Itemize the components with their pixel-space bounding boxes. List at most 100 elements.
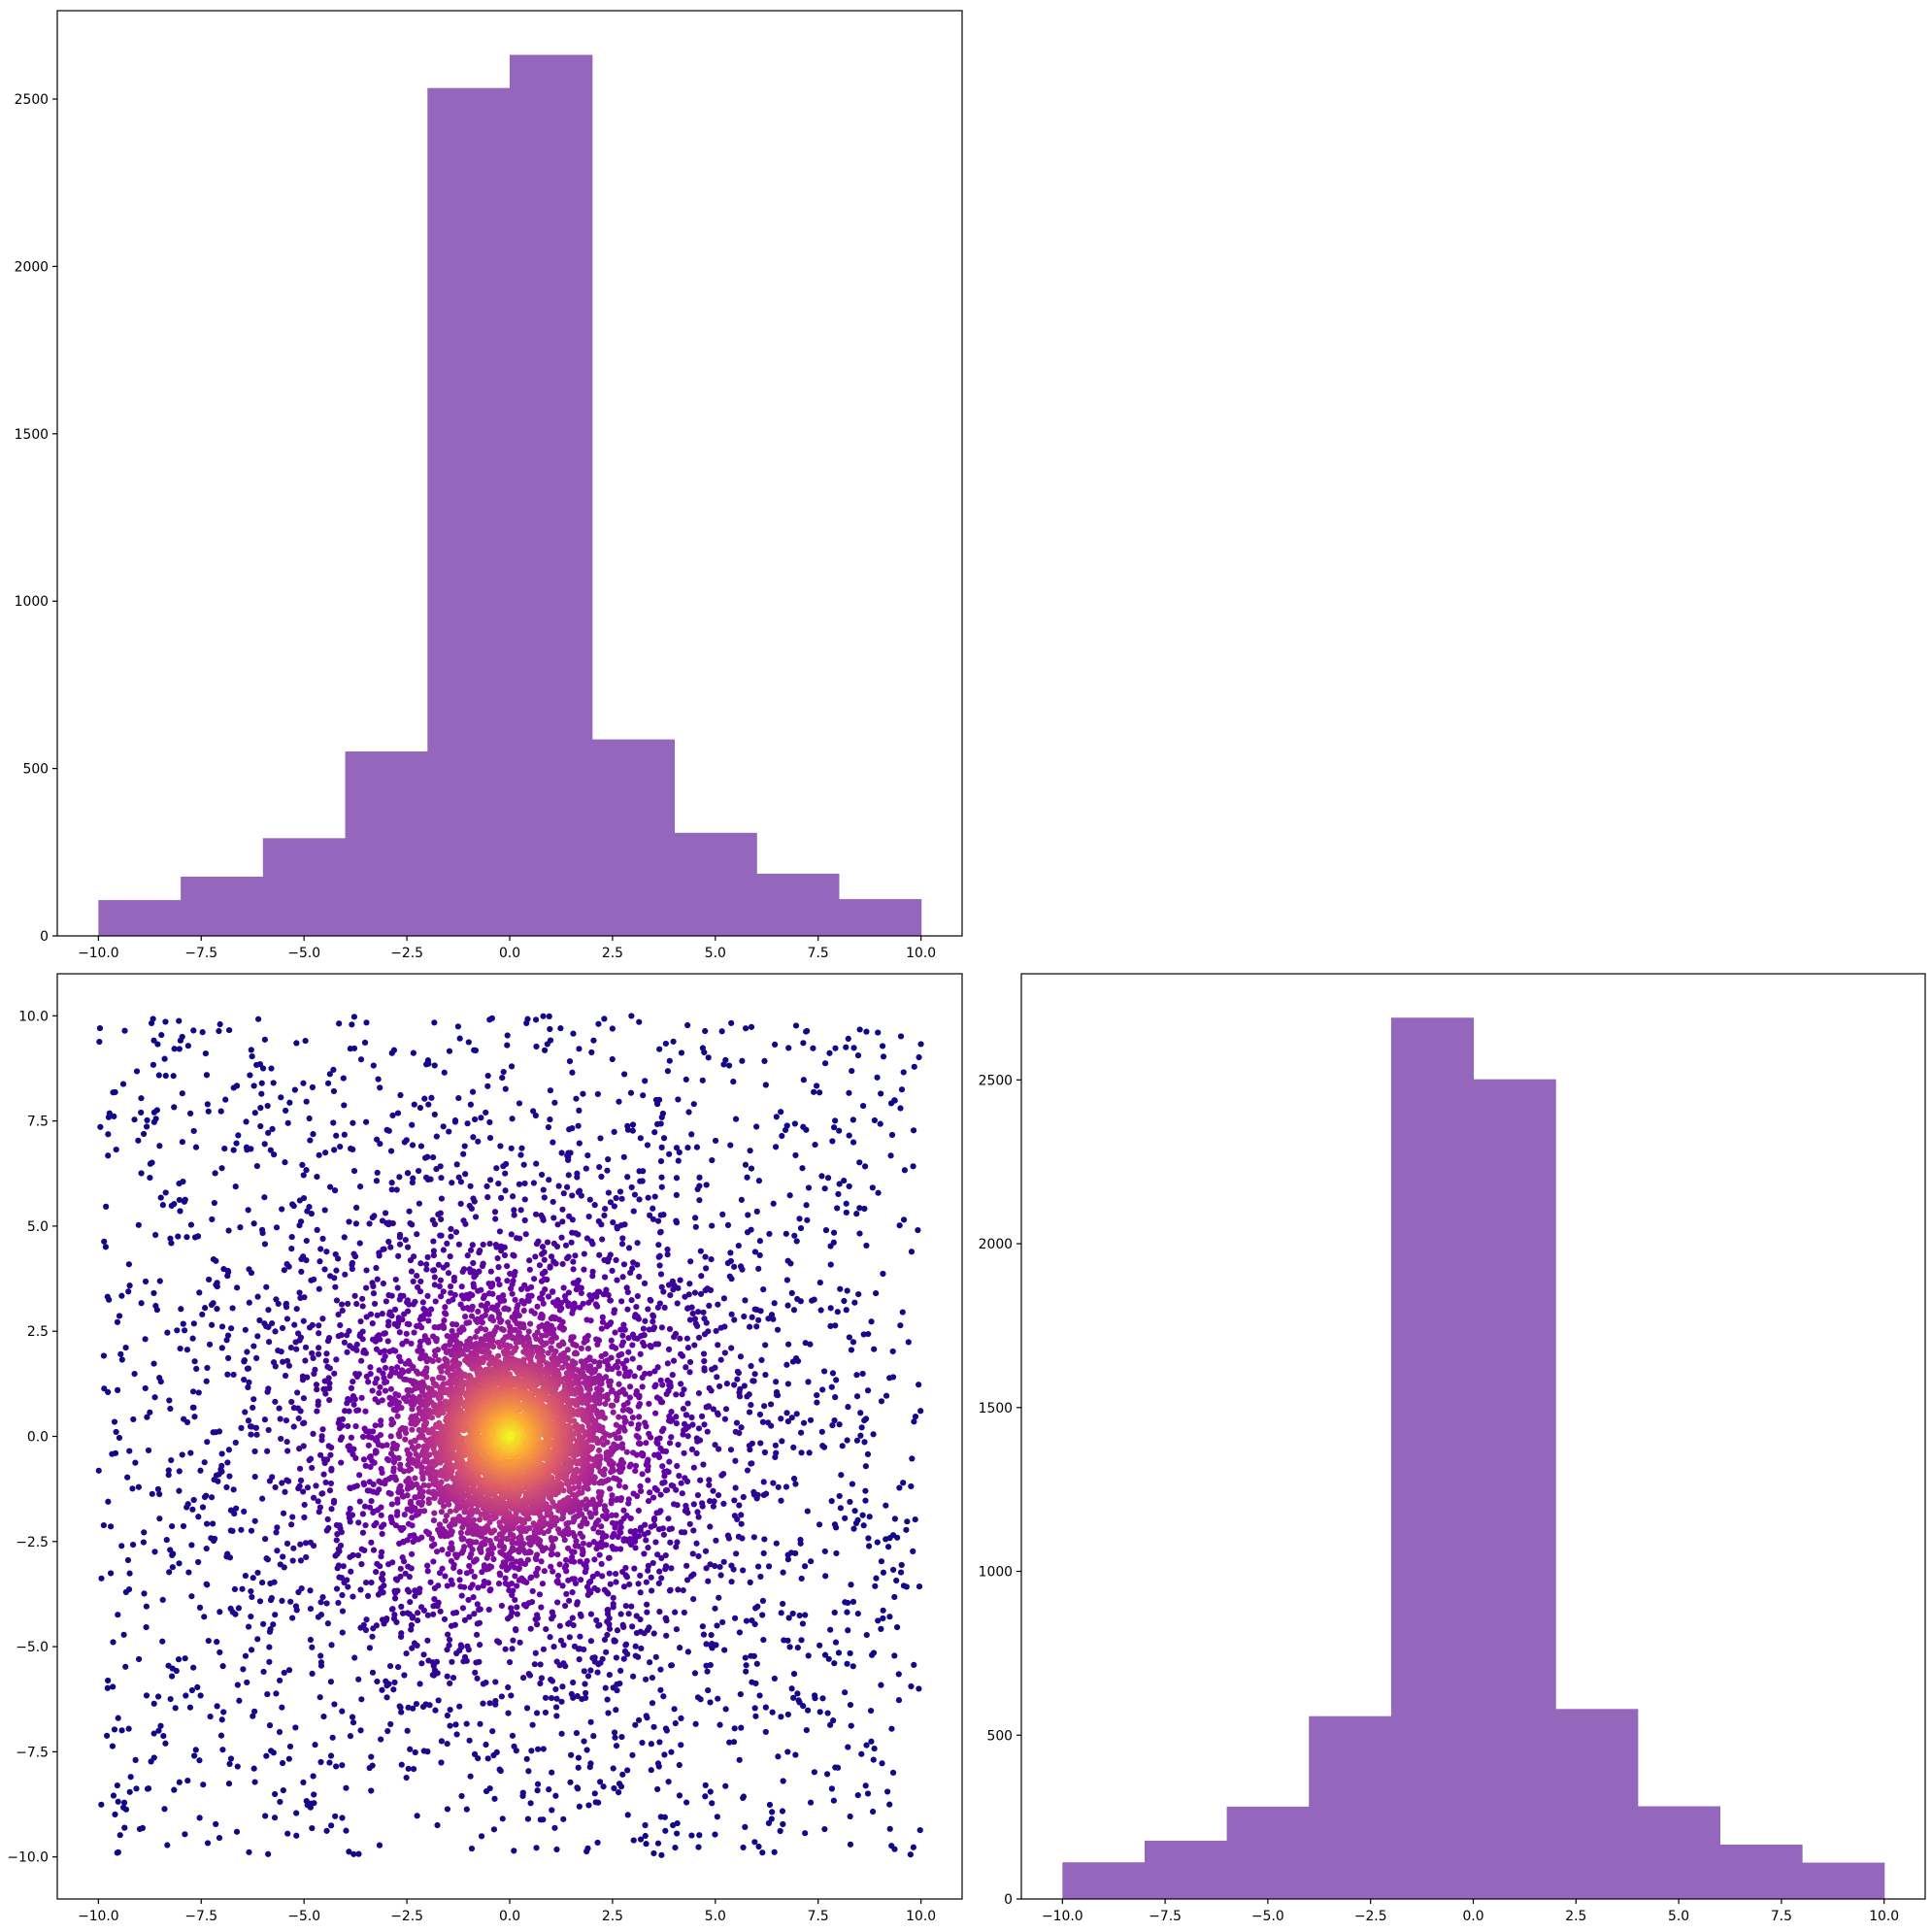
scatter-point (440, 1503, 448, 1510)
scatter-point (314, 1173, 320, 1181)
scatter-point (673, 1145, 681, 1151)
scatter-point (335, 1255, 342, 1262)
scatter-point (691, 1670, 699, 1677)
scatter-point (383, 1678, 389, 1684)
scatter-point (213, 1257, 219, 1264)
scatter-point (599, 1314, 606, 1320)
scatter-point (690, 1101, 697, 1108)
scatter-point (310, 1494, 317, 1501)
scatter-point (541, 1047, 549, 1053)
scatter-point (440, 1288, 447, 1295)
scatter-point (701, 1367, 708, 1374)
scatter-point (580, 1464, 586, 1471)
scatter-point (832, 1764, 839, 1771)
scatter-point (300, 1080, 307, 1086)
hist-top-bar (510, 54, 593, 936)
scatter-point (702, 1027, 709, 1035)
scatter-point (395, 1454, 402, 1461)
scatter-point (418, 1493, 426, 1500)
scatter-point (190, 1027, 197, 1034)
scatter-point (389, 1559, 396, 1566)
scatter-point (420, 1508, 428, 1515)
scatter-point (536, 1323, 543, 1330)
hist-top-bar (591, 739, 676, 936)
scatter-point (569, 1192, 576, 1199)
scatter-point (570, 1258, 577, 1265)
scatter-point (526, 1549, 533, 1555)
scatter-point (540, 1300, 547, 1307)
scatter-point (581, 1668, 587, 1675)
scatter-point (581, 1738, 587, 1745)
scatter-point (780, 1820, 786, 1828)
scatter-point (456, 1577, 463, 1583)
scatter-point (574, 1692, 581, 1700)
scatter-point (566, 1058, 574, 1065)
scatter-point (398, 1630, 405, 1637)
scatter-point (244, 1349, 250, 1355)
scatter-point (171, 1786, 178, 1793)
scatter-point (311, 1370, 317, 1378)
scatter-point (736, 1393, 744, 1400)
scatter-point (496, 1228, 504, 1235)
scatter-point (371, 1300, 379, 1308)
scatter-point (574, 1490, 582, 1498)
scatter-point (520, 1161, 527, 1168)
scatter-point (853, 1437, 861, 1444)
scatter-point (368, 1539, 375, 1546)
scatter-point (709, 1800, 716, 1807)
scatter-point (405, 1765, 412, 1772)
scatter-point (676, 1792, 683, 1799)
scatter-point (811, 1769, 817, 1776)
scatter-point (724, 1259, 731, 1267)
scatter-point (720, 1558, 727, 1565)
scatter-point (430, 1558, 437, 1565)
scatter-point (279, 1704, 285, 1711)
scatter-point (142, 1384, 149, 1392)
scatter-point (109, 1743, 116, 1749)
scatter-point (268, 1594, 275, 1602)
scatter-point (218, 1450, 225, 1457)
scatter-point (783, 1410, 790, 1416)
scatter-point (265, 1385, 272, 1392)
scatter-point (241, 1508, 248, 1515)
scatter-point (789, 1610, 796, 1617)
scatter-point (431, 1062, 438, 1069)
scatter-point (415, 1610, 421, 1616)
scatter-point (513, 1558, 519, 1565)
scatter-point (498, 1248, 505, 1254)
scatter-point (176, 1017, 183, 1024)
scatter-point (900, 1069, 907, 1076)
scatter-point (738, 1512, 745, 1518)
scatter-point (507, 1285, 515, 1292)
scatter-point (603, 1286, 610, 1293)
scatter-point (165, 1467, 172, 1474)
scatter-point (621, 1648, 629, 1655)
scatter-point (656, 1739, 663, 1746)
scatter-point (562, 1556, 570, 1563)
scatter-point (272, 1398, 279, 1405)
scatter-point (97, 1123, 104, 1130)
scatter-point (358, 1394, 365, 1401)
scatter-point (821, 1060, 829, 1067)
scatter-point (438, 1232, 445, 1239)
scatter-point (590, 1539, 597, 1546)
scatter-point (831, 1609, 838, 1616)
scatter-point (777, 1827, 783, 1835)
scatter-point (322, 1149, 329, 1156)
scatter-point (713, 1327, 719, 1335)
scatter-point (245, 1383, 251, 1391)
scatter-point (301, 1501, 308, 1509)
scatter-point (645, 1562, 651, 1569)
scatter-point (258, 1080, 265, 1086)
scatter-point (204, 1101, 211, 1108)
scatter-point (408, 1466, 415, 1473)
scatter-point (666, 1458, 673, 1465)
scatter-point (327, 1451, 334, 1458)
scatter-point (575, 1754, 583, 1761)
scatter-point (254, 1636, 261, 1643)
scatter-point (403, 1649, 410, 1657)
scatter-point (96, 1038, 103, 1046)
scatter-point (868, 1651, 876, 1658)
scatter-point (732, 1457, 739, 1464)
scatter-point (566, 1634, 573, 1641)
